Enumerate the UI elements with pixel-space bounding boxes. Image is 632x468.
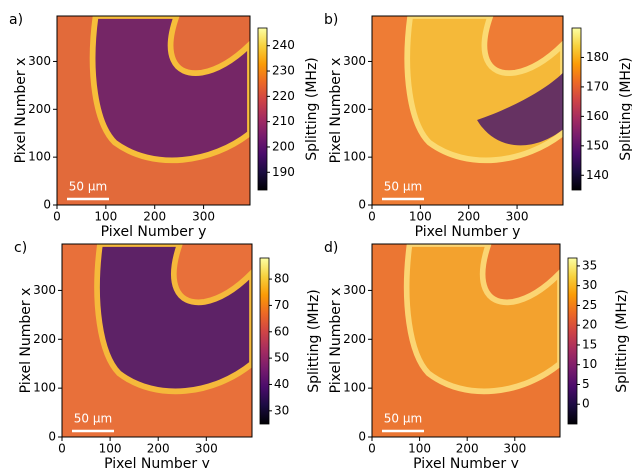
colorbar-label: Splitting (MHz): [614, 289, 630, 393]
x-axis-label: Pixel Number y: [101, 224, 207, 240]
colorbar-tick-label: 240: [272, 38, 295, 52]
x-tick-label: 200: [147, 442, 170, 456]
x-tick-label: 200: [457, 210, 480, 224]
colorbar-tick-label: 60: [274, 324, 289, 338]
y-tick-label: 100: [28, 150, 51, 164]
x-tick-label: 0: [368, 442, 376, 456]
colorbar-tick-label: 5: [582, 377, 590, 391]
sample-region: [89, 16, 250, 164]
frame: [56, 15, 251, 206]
colorbar-tick-label: 190: [272, 165, 295, 179]
colorbar-tick-label: 170: [586, 79, 609, 93]
y-tick-label: 0: [358, 198, 366, 212]
y-tick-label: 300: [33, 283, 56, 297]
sample-region: [403, 244, 560, 395]
frame: [371, 243, 561, 438]
y-axis-label: Pixel Number x: [18, 288, 34, 394]
y-tick-label: 100: [343, 150, 366, 164]
y-tick-label: 300: [343, 54, 366, 68]
colorbar-label: Splitting (MHz): [306, 289, 322, 393]
colorbar-tick-label: 30: [274, 403, 289, 417]
frame: [371, 15, 564, 206]
colorbar: [257, 27, 268, 191]
colorbar-tick-label: 0: [582, 397, 590, 411]
scale-bar-label: 50 μm: [384, 180, 422, 194]
x-tick-label: 100: [99, 442, 122, 456]
panel-label: b): [324, 12, 338, 28]
colorbar-tick-label: 210: [272, 114, 295, 128]
colorbar: [259, 257, 270, 425]
colorbar: [571, 27, 582, 191]
frame: [61, 243, 253, 438]
x-tick-label: 0: [53, 210, 61, 224]
x-axis-label: Pixel Number y: [413, 456, 519, 468]
colorbar-tick-label: 15: [582, 337, 597, 351]
scale-bar-label: 50 μm: [74, 412, 112, 426]
panel-label: d): [324, 240, 338, 256]
heatmap-image: [62, 244, 252, 437]
sample-region: [94, 244, 252, 395]
colorbar-tick-label: 220: [272, 89, 295, 103]
x-axis-label: Pixel Number y: [415, 224, 521, 240]
colorbar: [567, 257, 578, 425]
x-tick-label: 200: [143, 210, 166, 224]
y-axis-label: Pixel Number x: [328, 58, 344, 164]
y-tick-label: 100: [343, 381, 366, 395]
scale-bar-label: 50 μm: [384, 412, 422, 426]
colorbar-tick-label: 50: [274, 351, 289, 365]
heatmap-image: [372, 244, 560, 437]
x-tick-label: 100: [94, 210, 117, 224]
x-tick-label: 300: [192, 210, 215, 224]
y-tick-label: 300: [28, 54, 51, 68]
colorbar-tick-label: 35: [582, 258, 597, 272]
panel-label: a): [9, 12, 23, 28]
y-axis-label: Pixel Number x: [328, 288, 344, 394]
colorbar-tick-label: 180: [586, 50, 609, 64]
heatmap-image: [372, 16, 563, 205]
y-tick-label: 200: [343, 102, 366, 116]
y-tick-label: 200: [343, 332, 366, 346]
y-axis-label: Pixel Number x: [13, 58, 29, 164]
y-tick-label: 300: [343, 283, 366, 297]
y-tick-label: 0: [48, 430, 56, 444]
colorbar-tick-label: 200: [272, 139, 295, 153]
y-tick-label: 200: [33, 332, 56, 346]
y-tick-label: 0: [43, 198, 51, 212]
y-tick-label: 100: [33, 381, 56, 395]
y-tick-label: 0: [358, 430, 366, 444]
x-tick-label: 300: [506, 210, 529, 224]
panel-label: c): [14, 240, 27, 256]
colorbar-tick-label: 160: [586, 109, 609, 123]
colorbar-tick-label: 10: [582, 357, 597, 371]
colorbar-label: Splitting (MHz): [618, 57, 632, 161]
colorbar-tick-label: 70: [274, 298, 289, 312]
colorbar-tick-label: 80: [274, 272, 289, 286]
colorbar-tick-label: 230: [272, 64, 295, 78]
heatmap-image: [57, 16, 250, 205]
x-tick-label: 100: [408, 442, 431, 456]
y-tick-label: 200: [28, 102, 51, 116]
colorbar-tick-label: 25: [582, 298, 597, 312]
x-tick-label: 300: [503, 442, 526, 456]
scale-bar-label: 50 μm: [69, 180, 107, 194]
colorbar-tick-label: 150: [586, 138, 609, 152]
x-axis-label: Pixel Number y: [104, 456, 210, 468]
colorbar-tick-label: 40: [274, 377, 289, 391]
x-tick-label: 0: [58, 442, 66, 456]
x-tick-label: 200: [456, 442, 479, 456]
colorbar-tick-label: 140: [586, 168, 609, 182]
colorbar-label: Splitting (MHz): [304, 57, 320, 161]
x-tick-label: 0: [368, 210, 376, 224]
sample-low: [477, 72, 563, 146]
colorbar-tick-label: 30: [582, 278, 597, 292]
colorbar-tick-label: 20: [582, 318, 597, 332]
x-tick-label: 300: [195, 442, 218, 456]
x-tick-label: 100: [409, 210, 432, 224]
